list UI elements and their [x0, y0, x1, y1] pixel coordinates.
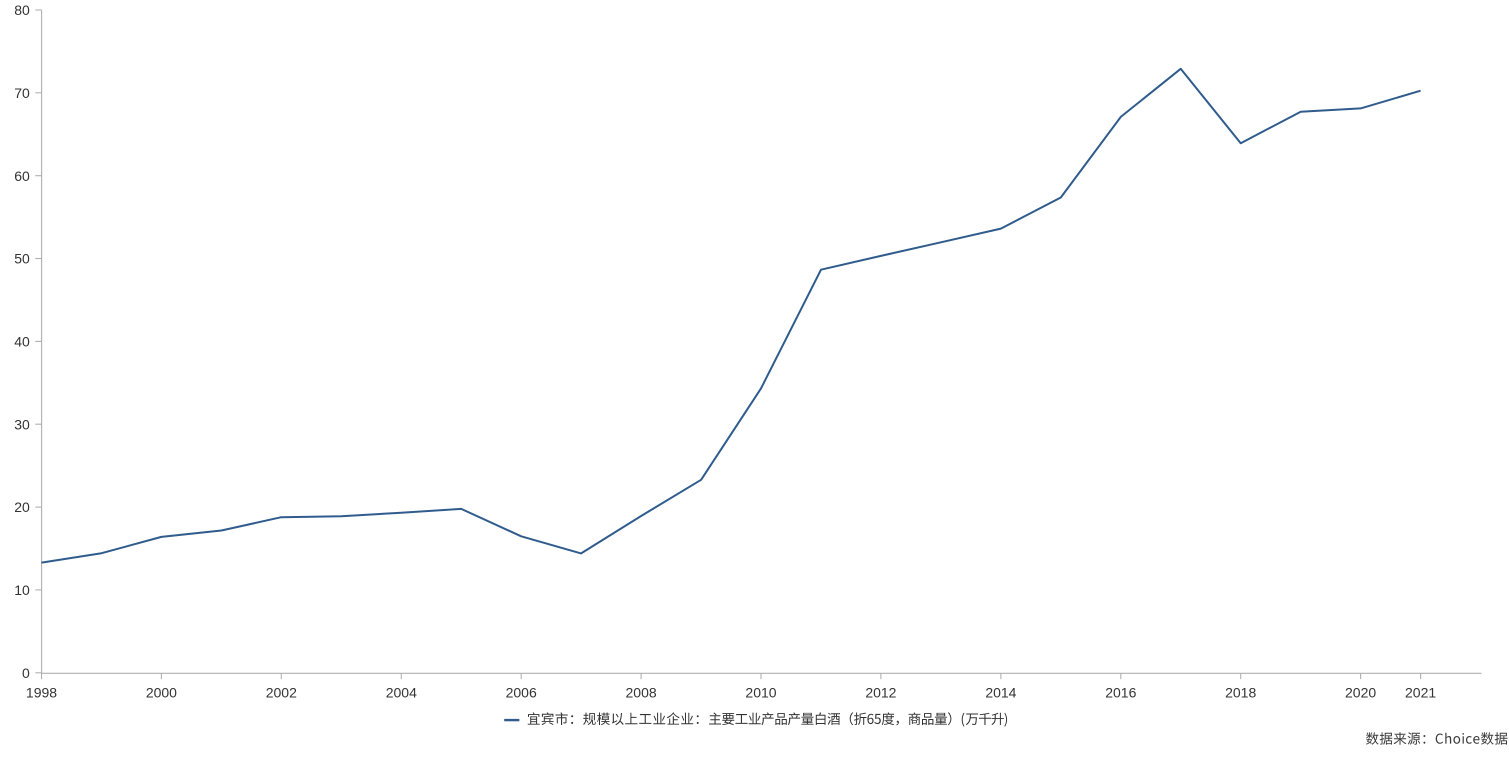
- svg-text:20: 20: [14, 499, 30, 515]
- svg-text:60: 60: [14, 168, 30, 184]
- svg-text:2008: 2008: [626, 684, 657, 700]
- svg-text:2020: 2020: [1345, 684, 1376, 700]
- svg-text:2016: 2016: [1105, 684, 1136, 700]
- svg-text:2000: 2000: [146, 684, 177, 700]
- svg-text:2014: 2014: [985, 684, 1016, 700]
- svg-text:40: 40: [14, 334, 30, 350]
- svg-text:50: 50: [14, 251, 30, 267]
- svg-text:0: 0: [22, 665, 30, 681]
- svg-text:2010: 2010: [745, 684, 776, 700]
- svg-text:2012: 2012: [865, 684, 896, 700]
- svg-text:2021: 2021: [1405, 684, 1436, 700]
- svg-text:2006: 2006: [506, 684, 537, 700]
- svg-text:2018: 2018: [1225, 684, 1256, 700]
- svg-text:80: 80: [14, 2, 30, 18]
- svg-text:70: 70: [14, 85, 30, 101]
- svg-text:1998: 1998: [26, 684, 57, 700]
- svg-text:2004: 2004: [386, 684, 417, 700]
- svg-text:10: 10: [14, 582, 30, 598]
- svg-text:30: 30: [14, 416, 30, 432]
- svg-text:2002: 2002: [266, 684, 297, 700]
